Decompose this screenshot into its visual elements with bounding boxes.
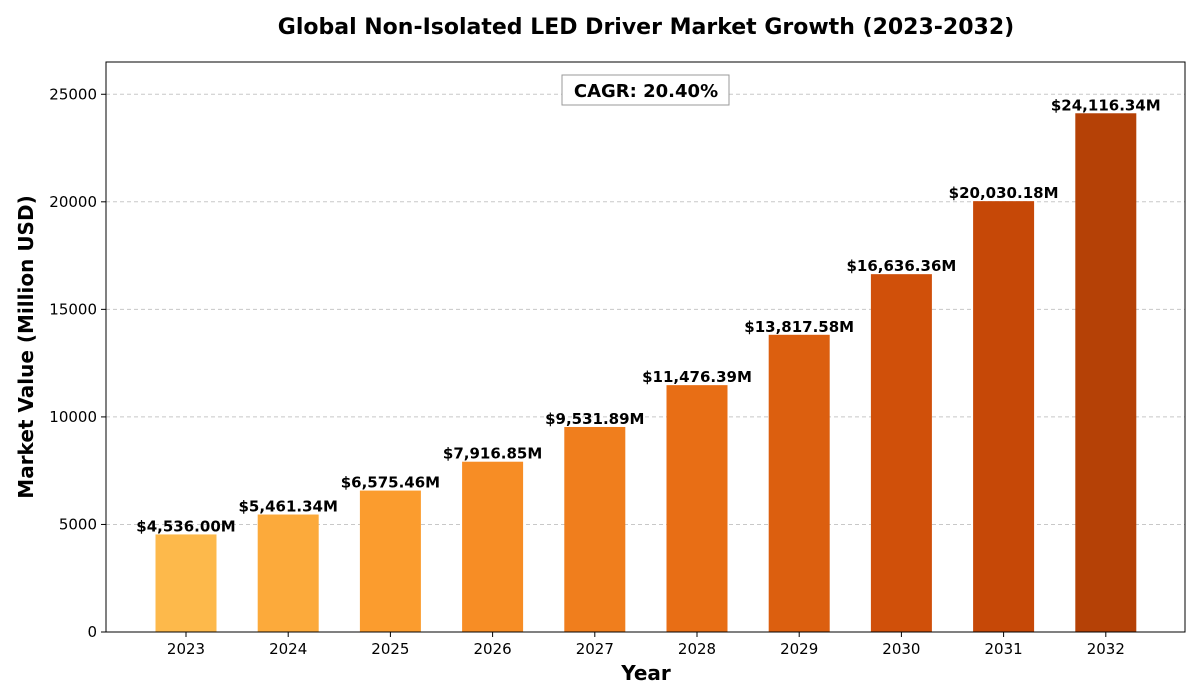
data-label: $16,636.36M: [846, 257, 956, 275]
bar-2030: [870, 274, 932, 632]
x-tick-label: 2029: [780, 640, 818, 658]
bar-2023: [155, 534, 217, 632]
cagr-annotation: CAGR: 20.40%: [561, 74, 730, 106]
y-tick-label: 20000: [49, 193, 97, 211]
chart-title: Global Non-Isolated LED Driver Market Gr…: [278, 15, 1014, 40]
data-label: $6,575.46M: [341, 474, 440, 492]
x-tick-label: 2030: [882, 640, 920, 658]
x-tick-label: 2025: [371, 640, 409, 658]
bar-2031: [973, 201, 1035, 632]
x-tick-label: 2032: [1087, 640, 1125, 658]
data-label: $9,531.89M: [545, 410, 644, 428]
x-tick-label: 2024: [269, 640, 307, 658]
y-axis-label: Market Value (Million USD): [14, 195, 38, 498]
bar-2032: [1075, 113, 1137, 632]
data-label: $4,536.00M: [136, 517, 235, 535]
y-tick-label: 5000: [59, 515, 97, 533]
y-tick-label: 25000: [49, 85, 97, 103]
x-tick-label: 2023: [167, 640, 205, 658]
data-label: $7,916.85M: [443, 445, 542, 463]
bar-2029: [768, 334, 830, 632]
bar-2027: [564, 426, 626, 632]
cagr-box: [561, 74, 730, 106]
x-tick-label: 2026: [474, 640, 512, 658]
x-axis-label: Year: [620, 661, 671, 685]
data-labels: $4,536.00M$5,461.34M$6,575.46M$7,916.85M…: [136, 96, 1160, 535]
bar-2025: [359, 490, 421, 632]
cagr-label: CAGR: 20.40%: [574, 81, 718, 102]
y-tick-label: 15000: [49, 300, 97, 318]
x-tick-label: 2027: [576, 640, 614, 658]
data-label: $20,030.18M: [949, 184, 1059, 202]
data-label: $11,476.39M: [642, 368, 752, 386]
bars: [155, 113, 1137, 632]
x-tick-label: 2031: [985, 640, 1023, 658]
y-tick-label: 0: [87, 623, 97, 641]
bar-2026: [462, 461, 524, 632]
bar-2028: [666, 385, 728, 632]
bar-2024: [257, 514, 319, 632]
data-label: $5,461.34M: [239, 498, 338, 516]
data-label: $24,116.34M: [1051, 96, 1161, 114]
data-label: $13,817.58M: [744, 318, 854, 336]
y-tick-label: 10000: [49, 408, 97, 426]
x-tick-label: 2028: [678, 640, 716, 658]
y-axis-ticks: 0 5000 10000 15000 20000 25000: [49, 85, 106, 641]
x-axis-ticks: 2023 2024 2025 2026 2027 2028 2029 2030 2031 2032: [167, 632, 1125, 658]
plot-frame: [105, 61, 1186, 633]
